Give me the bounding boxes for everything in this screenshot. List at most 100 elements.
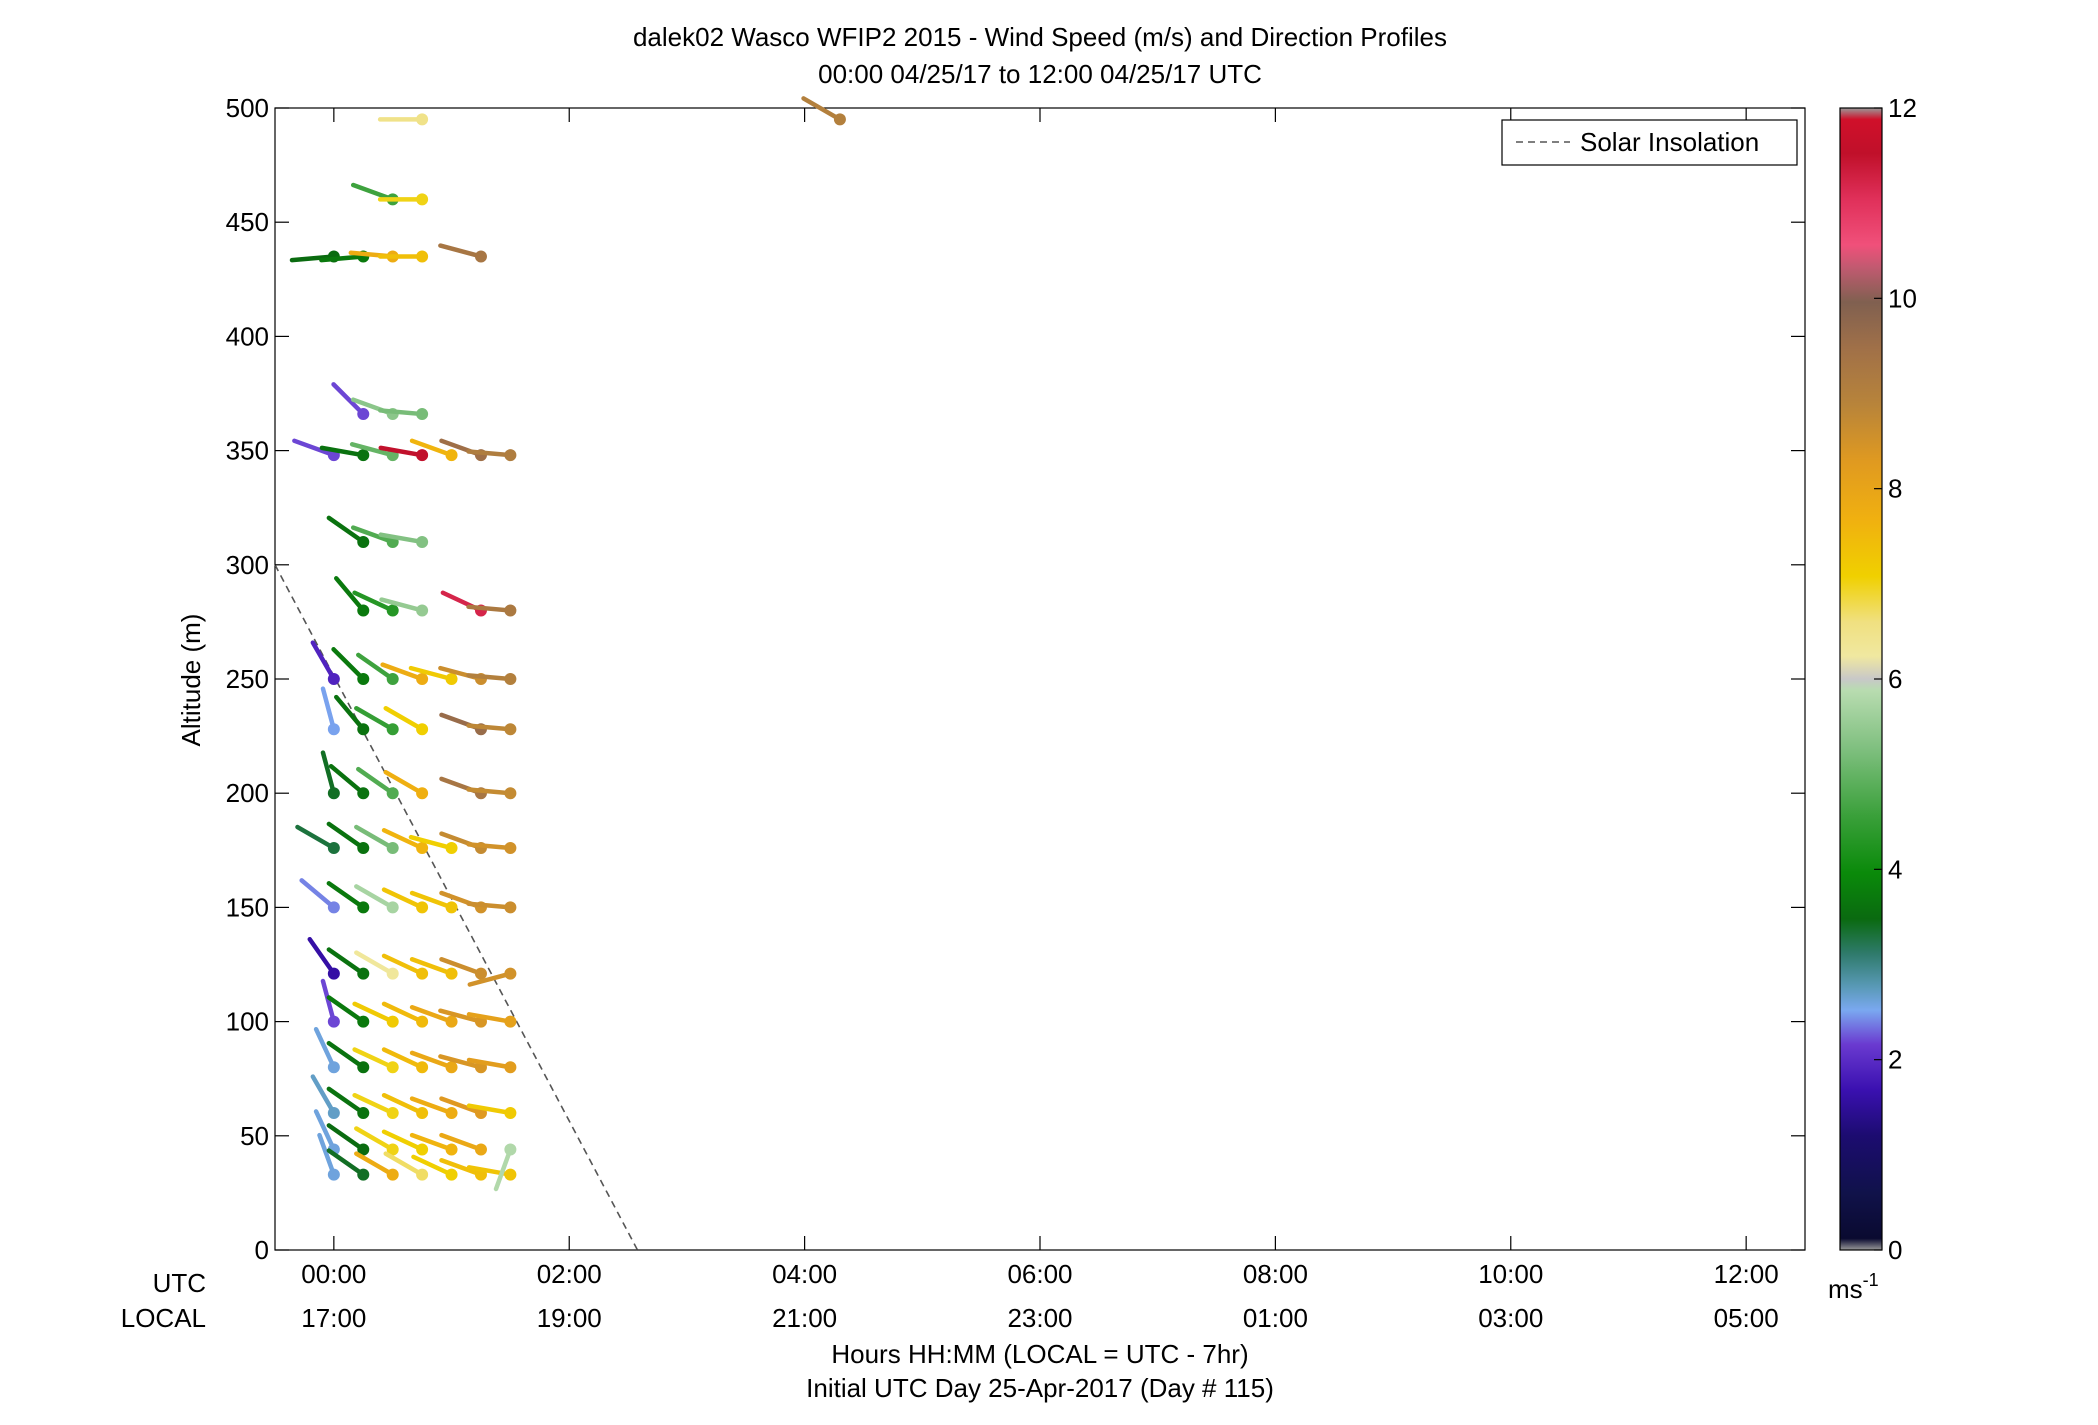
y-tick-label: 250 [226,664,269,694]
wind-barb-shaft [409,1004,454,1024]
legend-box [1501,119,1798,166]
x-tick-label-utc: 08:00 [1243,1259,1308,1289]
wind-barb-point [386,1061,399,1074]
wind-barb-shaft [381,1001,425,1024]
wind-barb-shaft [466,604,513,613]
wind-barb-point [416,535,429,548]
x-tick-label-utc: 02:00 [537,1259,602,1289]
wind-barb-shaft [289,254,337,263]
wind-barb-shaft [381,1092,425,1116]
wind-barb-shaft [466,787,513,796]
wind-barb-point [386,1015,399,1028]
wind-barb-shaft [381,1047,425,1070]
wind-barb-point [833,113,846,126]
wind-barb-shaft [326,1086,366,1116]
wind-barb-point [327,787,340,800]
wind-barb-shaft [466,1103,513,1116]
wind-barb-point [445,842,458,855]
wind-barb-shaft [379,597,425,613]
wind-barb-point [357,1061,370,1074]
wind-barb-point [386,1168,399,1181]
wind-barb-shaft [439,957,484,976]
colorbar-tick-label: 8 [1888,474,1902,504]
wind-barb-point [357,1106,370,1119]
wind-barb-shaft [466,1012,513,1024]
wind-barb-shaft [801,96,843,122]
wind-barb-shaft [438,243,484,259]
wind-barb-shaft [354,1151,395,1177]
y-tick-label: 100 [226,1007,269,1037]
wind-barb-shaft [317,1132,337,1177]
wind-barb-point [445,1061,458,1074]
wind-barb-point [357,1143,370,1156]
wind-barb-shaft [349,442,395,458]
utc-row-label: UTC [153,1268,206,1298]
wind-barb-shaft [383,769,425,796]
colorbar-unit-base: ms [1828,1274,1863,1304]
wind-barb-shaft [408,665,454,682]
wind-barb-shaft [378,532,425,545]
y-tick-label: 150 [226,892,269,922]
wind-barb-point [386,604,399,617]
wind-barb-point [416,1143,429,1156]
wind-barb-point [416,604,429,617]
wind-barb-point [416,1168,429,1181]
wind-barb-shaft [466,901,513,910]
wind-barb-point [357,723,370,736]
wind-barb-point [416,967,429,980]
wind-barb-point [474,250,487,263]
wind-barb-point [504,842,517,855]
wind-barb-point [357,535,370,548]
wind-barb-shaft [438,1008,484,1024]
y-tick-label: 0 [255,1235,269,1265]
wind-barb-point [445,901,458,914]
x-tick-label-local: 03:00 [1478,1303,1543,1333]
wind-barb-point [416,1061,429,1074]
wind-barb-shaft [299,878,337,910]
wind-barb-shaft [319,445,366,458]
colorbar-tick-label: 2 [1888,1045,1902,1075]
wind-barb-shaft [354,1126,395,1152]
wind-barb-point [327,673,340,685]
y-tick-label: 350 [226,436,269,466]
wind-barb-point [357,449,370,462]
wind-barb-point [445,1015,458,1028]
wind-barb-point [386,1106,399,1119]
wind-barb-point [327,901,340,914]
wind-barb-shaft [466,842,513,851]
wind-barb-shaft [356,766,395,796]
y-tick-label: 450 [226,207,269,237]
wind-barb-point [445,673,458,685]
x-tick-label-local: 23:00 [1007,1303,1072,1333]
colorbar-tick-label: 0 [1888,1235,1902,1265]
wind-barb-shaft [378,408,425,417]
wind-barb-shaft [467,971,513,987]
wind-barb-shaft [326,995,366,1024]
wind-barb-shaft [331,647,366,682]
wind-barb-shaft [313,1026,337,1070]
wind-barb-point [416,723,429,736]
colorbar-tick-label: 12 [1888,93,1917,123]
wind-barb-shaft [409,957,454,976]
wind-barb-shaft [354,705,395,732]
wind-barb-shaft [354,884,395,910]
wind-barb-point [416,193,429,206]
wind-barb-shaft [493,1147,513,1192]
wind-barb-shaft [408,834,454,851]
wind-barb-shaft [310,640,337,682]
x-axis-label-2: Initial UTC Day 25-Apr-2017 (Day # 115) [806,1373,1274,1403]
wind-barb-point [416,1106,429,1119]
wind-barb-point [416,842,429,855]
colorbar-unit: ms-1 [1828,1270,1879,1304]
wind-barb-point [327,967,340,980]
wind-barb-shaft [320,978,337,1024]
wind-barb-point [327,723,340,736]
colorbar: 0 2 4 6 8 10 12 ms-1 [1828,93,1917,1304]
wind-barb-point [504,1168,517,1181]
wind-barb-point [386,967,399,980]
wind-barb-shaft [439,1132,484,1152]
wind-barb-shaft [354,950,395,976]
wind-barb-point [445,1168,458,1181]
wind-barb-point [416,787,429,800]
